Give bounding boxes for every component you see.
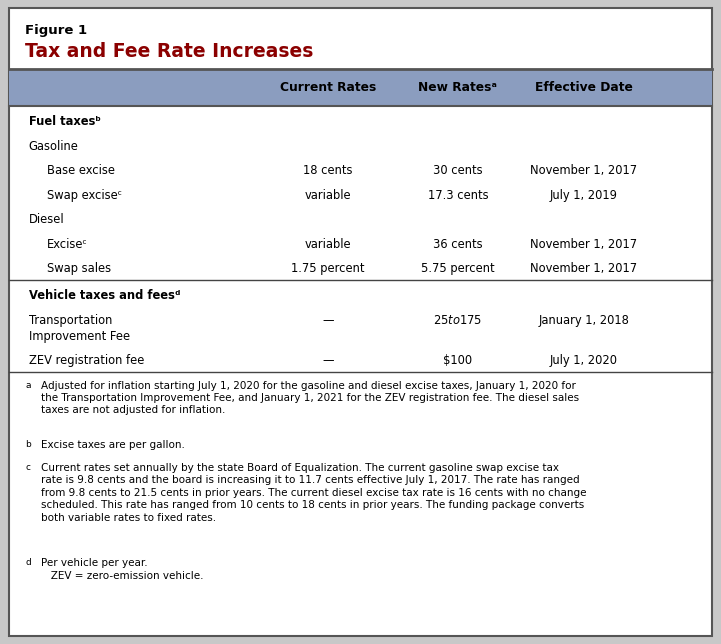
Text: Effective Date: Effective Date [535,81,633,94]
Text: July 1, 2020: July 1, 2020 [550,354,618,366]
Text: d: d [25,558,31,567]
Text: January 1, 2018: January 1, 2018 [539,314,629,327]
Text: November 1, 2017: November 1, 2017 [531,164,637,177]
Text: Excise taxes are per gallon.: Excise taxes are per gallon. [41,440,185,450]
Text: Gasoline: Gasoline [29,140,79,153]
Text: Fuel taxesᵇ: Fuel taxesᵇ [29,115,101,128]
Text: Current rates set annually by the state Board of Equalization. The current gasol: Current rates set annually by the state … [41,463,587,523]
Text: Swap exciseᶜ: Swap exciseᶜ [47,189,122,202]
Text: New Ratesᵃ: New Ratesᵃ [418,81,497,94]
FancyBboxPatch shape [9,69,712,106]
Text: November 1, 2017: November 1, 2017 [531,238,637,251]
Text: November 1, 2017: November 1, 2017 [531,262,637,275]
Text: Figure 1: Figure 1 [25,24,87,37]
Text: Swap sales: Swap sales [47,262,111,275]
Text: Exciseᶜ: Exciseᶜ [47,238,88,251]
Text: Tax and Fee Rate Increases: Tax and Fee Rate Increases [25,42,314,61]
Text: 36 cents: 36 cents [433,238,482,251]
Text: variable: variable [305,238,351,251]
Text: Transportation
Improvement Fee: Transportation Improvement Fee [29,314,130,343]
Text: 18 cents: 18 cents [304,164,353,177]
Text: variable: variable [305,189,351,202]
Text: 30 cents: 30 cents [433,164,482,177]
Text: Diesel: Diesel [29,213,64,226]
Text: $100: $100 [443,354,472,366]
Text: b: b [25,440,31,449]
FancyBboxPatch shape [9,8,712,636]
Text: 17.3 cents: 17.3 cents [428,189,488,202]
Text: ZEV registration fee: ZEV registration fee [29,354,144,366]
Text: 5.75 percent: 5.75 percent [421,262,495,275]
Text: July 1, 2019: July 1, 2019 [550,189,618,202]
Text: c: c [25,463,30,472]
Text: Adjusted for inflation starting July 1, 2020 for the gasoline and diesel excise : Adjusted for inflation starting July 1, … [41,381,579,415]
Text: Per vehicle per year.
   ZEV = zero-emission vehicle.: Per vehicle per year. ZEV = zero-emissio… [41,558,203,581]
Text: —: — [322,354,334,366]
Text: Current Rates: Current Rates [280,81,376,94]
Text: a: a [25,381,31,390]
Text: —: — [322,314,334,327]
Text: 1.75 percent: 1.75 percent [291,262,365,275]
Text: $25 to $175: $25 to $175 [433,314,482,327]
Text: Vehicle taxes and feesᵈ: Vehicle taxes and feesᵈ [29,289,180,302]
Text: Base excise: Base excise [47,164,115,177]
